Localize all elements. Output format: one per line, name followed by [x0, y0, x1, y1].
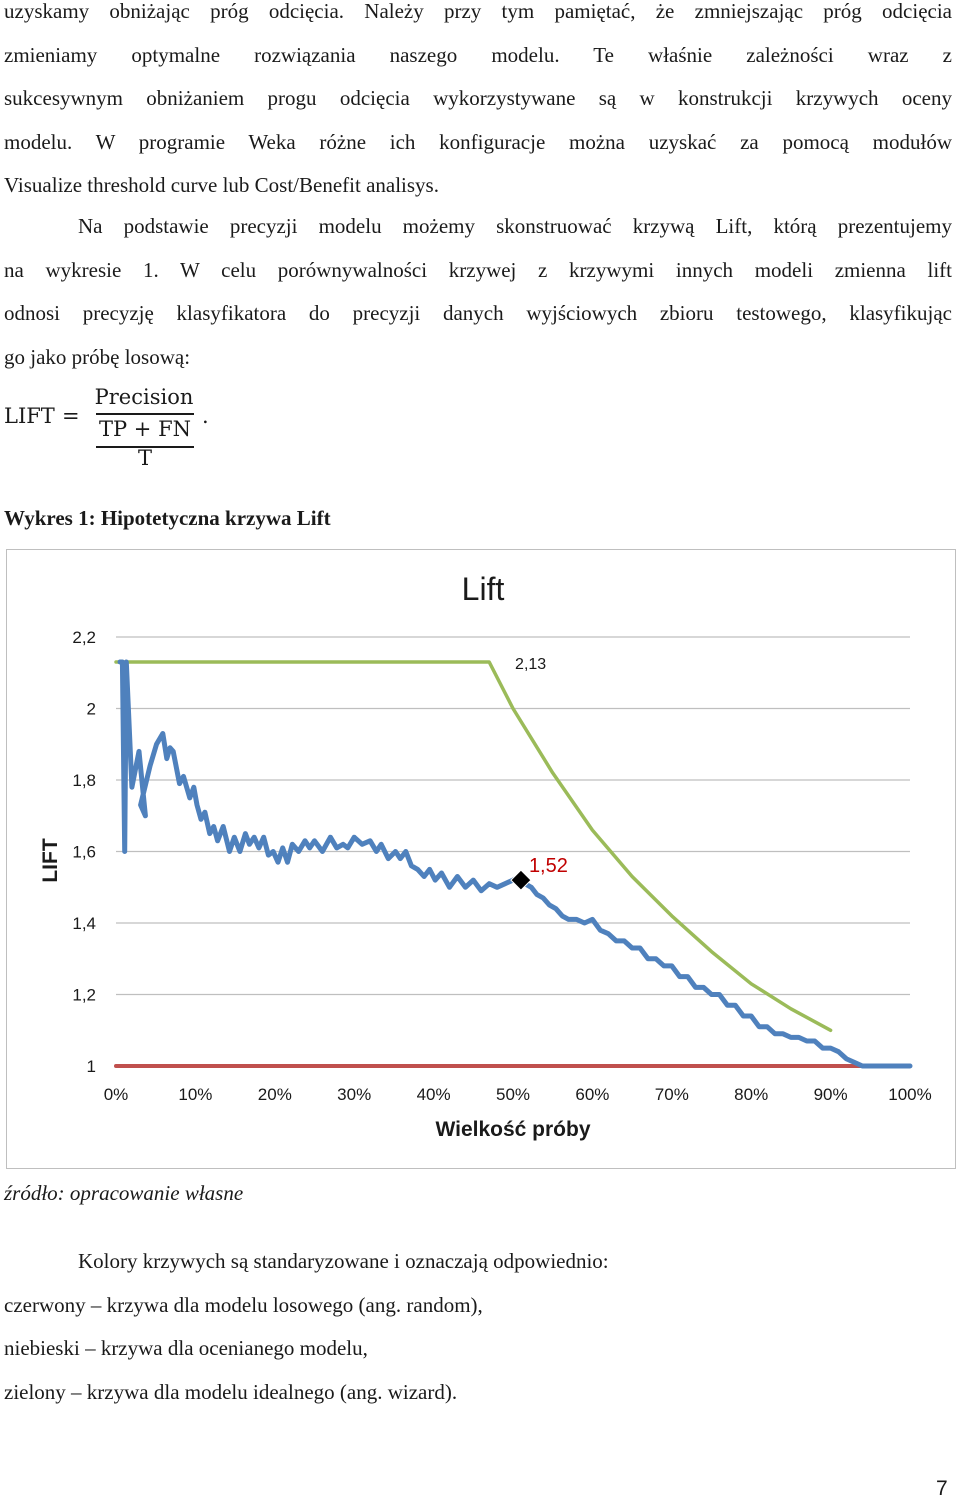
paragraph-line: modelu. W programie Weka różne ich konfi… [4, 129, 952, 154]
formula-inner-fraction-bar [96, 446, 194, 448]
lift-chart-svg: 2,13 1,52 1 1,2 1,4 1,6 1,8 2 2,2 0% 10% 20% 30% 40%… [39, 571, 932, 1141]
y-tick-label: 1,6 [72, 843, 96, 862]
y-tick-label: 1 [87, 1057, 96, 1076]
paragraph-line: Na podstawie precyzji modelu możemy skon… [78, 214, 952, 238]
highlight-value-label: 1,52 [529, 855, 568, 877]
highlight-marker [510, 869, 532, 891]
source-note: źródło: opracowanie własne [4, 1181, 244, 1205]
x-tick-label: 70% [655, 1085, 689, 1104]
y-tick-label: 1,8 [72, 771, 96, 790]
grid [116, 636, 910, 1067]
x-tick-label: 100% [888, 1085, 931, 1104]
paragraph-2: Na podstawie precyzji modelu możemy skon… [4, 205, 952, 379]
x-tick-label: 60% [575, 1085, 609, 1104]
y-tick-label: 2 [87, 700, 96, 719]
formula-denominator-top: TP + FN [98, 417, 192, 441]
x-tick-label: 30% [337, 1085, 371, 1104]
x-tick-label: 10% [178, 1085, 212, 1104]
paragraph-1: uzyskamy obniżając próg odcięcia. Należy… [4, 0, 952, 208]
peak-value-label: 2,13 [515, 656, 546, 673]
x-tick-label: 50% [496, 1085, 530, 1104]
paragraph-line: odnosi precyzję klasyfikatora do precyzj… [4, 301, 952, 325]
colors-line: Kolory krzywych są standaryzowane i ozna… [78, 1249, 609, 1273]
series-line-ideal [114, 660, 833, 1033]
page-number: 7 [936, 1477, 948, 1500]
colors-line: zielony – krzywa dla modelu idealnego (a… [4, 1379, 458, 1404]
x-tick-label: 90% [814, 1085, 848, 1104]
series [114, 659, 913, 1069]
formula-fraction-bar [96, 413, 194, 415]
paragraph-line: uzyskamy obniżając próg odcięcia. Należy… [4, 0, 952, 23]
y-tick-label: 2,2 [72, 628, 96, 647]
colors-paragraph: Kolory krzywych są standaryzowane i ozna… [4, 1240, 952, 1414]
colors-line: czerwony – krzywa dla modelu losowego (a… [4, 1292, 483, 1317]
y-axis-label: LIFT [39, 838, 62, 882]
paragraph-line: na wykresie 1. W celu porównywalności kr… [4, 257, 952, 282]
y-tick-label: 1,2 [72, 986, 96, 1005]
x-tick-label: 0% [104, 1085, 129, 1104]
lift-chart: 2,13 1,52 1 1,2 1,4 1,6 1,8 2 2,2 0% 10% 20% 30% 40%… [6, 549, 956, 1169]
chart-title: Lift [462, 571, 505, 607]
x-tick-label: 80% [734, 1085, 768, 1104]
formula-numerator: Precision [94, 385, 194, 409]
formula-equals: = [62, 404, 80, 428]
formula-lhs: LIFT [4, 404, 55, 428]
series-line-model [117, 659, 913, 1069]
paragraph-line: zmieniamy optymalne rozwiązania naszego … [4, 42, 952, 67]
formula-period: . [202, 404, 209, 428]
x-tick-label: 20% [258, 1085, 292, 1104]
colors-line: niebieski – krzywa dla ocenianego modelu… [4, 1336, 368, 1360]
annotations: 2,13 1,52 [510, 656, 568, 891]
paragraph-line: sukcesywnym obniżaniem progu odcięcia wy… [4, 86, 952, 110]
x-axis-label: Wielkość próby [435, 1118, 590, 1141]
formula-denominator-bottom: T [137, 446, 152, 470]
chart-caption: Wykres 1: Hipotetyczna krzywa Lift [4, 506, 331, 530]
axis-labels: 1 1,2 1,4 1,6 1,8 2 2,2 0% 10% 20% 30% 40% 50% 60% 70%… [39, 571, 932, 1141]
lift-formula: LIFT = Precision TP + FN T . [4, 380, 404, 480]
y-tick-label: 1,4 [72, 914, 96, 933]
x-tick-label: 40% [417, 1085, 451, 1104]
paragraph-line: Visualize threshold curve lub Cost/Benef… [4, 173, 439, 197]
paragraph-line: go jako próbę losową: [4, 344, 191, 369]
